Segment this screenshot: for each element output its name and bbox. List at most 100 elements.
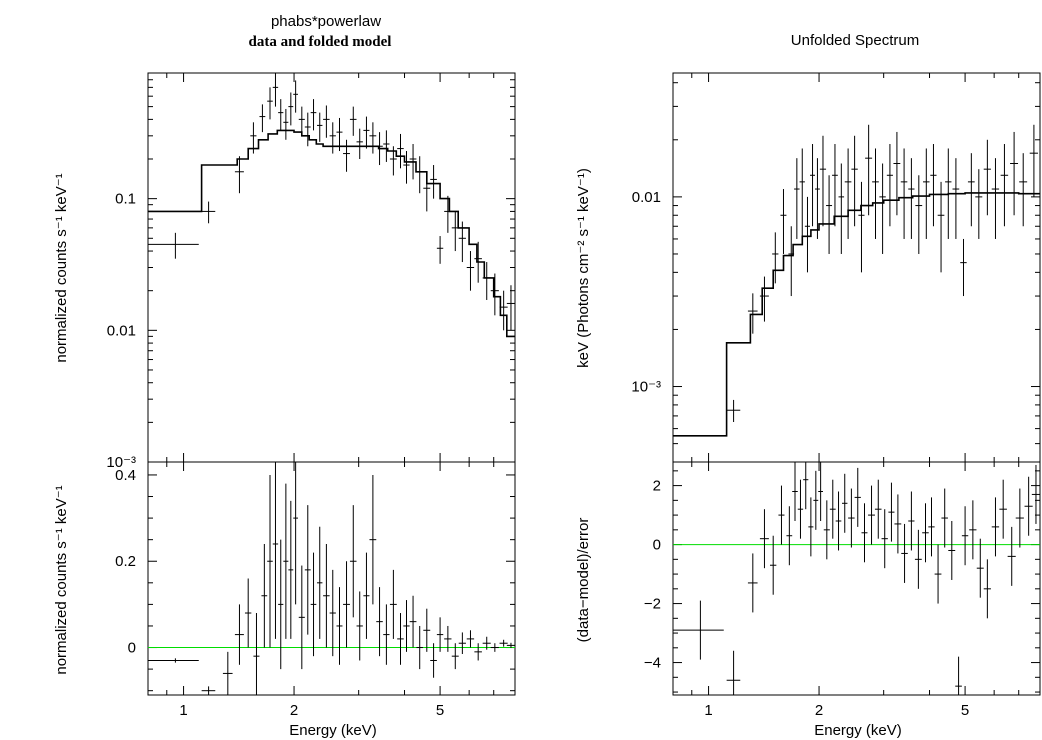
data-point <box>961 506 969 566</box>
data-point <box>799 148 805 239</box>
data-point <box>278 99 284 131</box>
data-point <box>267 474 273 648</box>
data-point <box>810 144 816 227</box>
data-point <box>835 491 842 551</box>
data-point <box>416 625 423 670</box>
data-point <box>343 561 350 648</box>
left-subtitle: data and folded model <box>249 34 392 50</box>
data-point <box>369 474 377 605</box>
data-point <box>506 285 515 331</box>
data-point <box>356 128 363 160</box>
data-point <box>336 587 343 665</box>
data-point <box>490 273 499 316</box>
data-point <box>778 485 785 545</box>
data-point <box>298 565 305 670</box>
data-point <box>759 276 769 322</box>
data-point <box>451 643 459 670</box>
data-point <box>499 639 508 647</box>
data-point <box>293 80 298 113</box>
plot-frame <box>147 72 516 463</box>
data-point <box>222 651 233 695</box>
data-point <box>851 135 858 227</box>
x-tick-label: 1 <box>179 702 187 719</box>
y-tick-label: 10⁻³ <box>106 454 136 471</box>
data-point <box>343 139 350 172</box>
data-point <box>914 529 922 589</box>
data-point <box>201 686 216 695</box>
data-point <box>349 505 357 618</box>
data-point <box>323 105 330 138</box>
data-point <box>804 196 811 273</box>
data-point <box>363 552 370 639</box>
data-point <box>999 479 1007 539</box>
data-point <box>872 148 879 239</box>
right-xlabel: Energy (keV) <box>814 722 902 739</box>
data-point <box>726 399 741 423</box>
data-point <box>317 112 323 142</box>
data-point <box>794 158 800 239</box>
data-point <box>874 479 882 539</box>
data-point <box>288 500 294 639</box>
left-top-panel: 0.1 0.01 10⁻³ <box>106 72 516 471</box>
data-point <box>818 462 823 521</box>
data-point <box>506 642 515 648</box>
data-point <box>858 181 865 273</box>
data-point <box>879 163 886 254</box>
right-title: Unfolded Spectrum <box>791 32 919 49</box>
data-point <box>409 595 417 648</box>
y-tick-label: −4 <box>644 655 661 672</box>
data-point <box>436 617 444 652</box>
data-point <box>786 506 793 566</box>
data-point <box>1019 153 1028 227</box>
data-point <box>423 608 431 652</box>
plot-frame <box>147 461 516 696</box>
data-point <box>747 293 758 334</box>
data-point <box>848 488 855 548</box>
data-point <box>430 165 437 199</box>
data-point <box>298 106 305 136</box>
data-point <box>780 189 787 254</box>
data-point <box>788 226 795 297</box>
y-tick-label: 0 <box>653 537 661 554</box>
data-point <box>201 201 216 224</box>
left-title: phabs*powerlaw <box>271 13 381 30</box>
data-point <box>792 462 798 521</box>
data-point <box>865 124 873 216</box>
data-point <box>148 658 199 663</box>
data-point <box>253 613 260 695</box>
data-point <box>888 482 895 542</box>
data-point <box>726 650 741 695</box>
y-tick-label: 0 <box>128 640 136 657</box>
data-point <box>934 544 942 604</box>
data-point <box>490 643 499 652</box>
data-point <box>234 156 244 194</box>
data-point <box>747 553 758 613</box>
data-point <box>1010 131 1019 216</box>
data-point <box>317 526 323 639</box>
data-point <box>808 497 814 557</box>
y-tick-label: 10⁻³ <box>631 379 661 396</box>
right-top-ylabel: keV (Photons cm⁻² s⁻¹ keV⁻¹) <box>575 168 592 368</box>
data-point <box>759 509 769 569</box>
data-point <box>967 153 975 227</box>
data-point <box>416 156 423 194</box>
data-point <box>1000 144 1009 227</box>
right-bottom-ylabel: (data−model)/error <box>575 518 592 643</box>
data-point <box>1024 476 1033 536</box>
data-point <box>991 158 1000 239</box>
data-point <box>444 625 452 652</box>
data-point <box>900 148 908 239</box>
x-tick-label: 1 <box>704 702 712 719</box>
data-point <box>1031 464 1040 524</box>
data-point <box>267 87 273 120</box>
data-point <box>894 494 902 554</box>
data-point <box>466 630 475 648</box>
left-xlabel: Energy (keV) <box>289 722 377 739</box>
data-point <box>922 503 929 563</box>
data-point <box>948 520 956 580</box>
data-point <box>397 613 404 665</box>
y-tick-label: −2 <box>644 596 661 613</box>
data-point <box>356 591 363 661</box>
data-point <box>881 509 888 569</box>
data-point <box>383 604 390 665</box>
